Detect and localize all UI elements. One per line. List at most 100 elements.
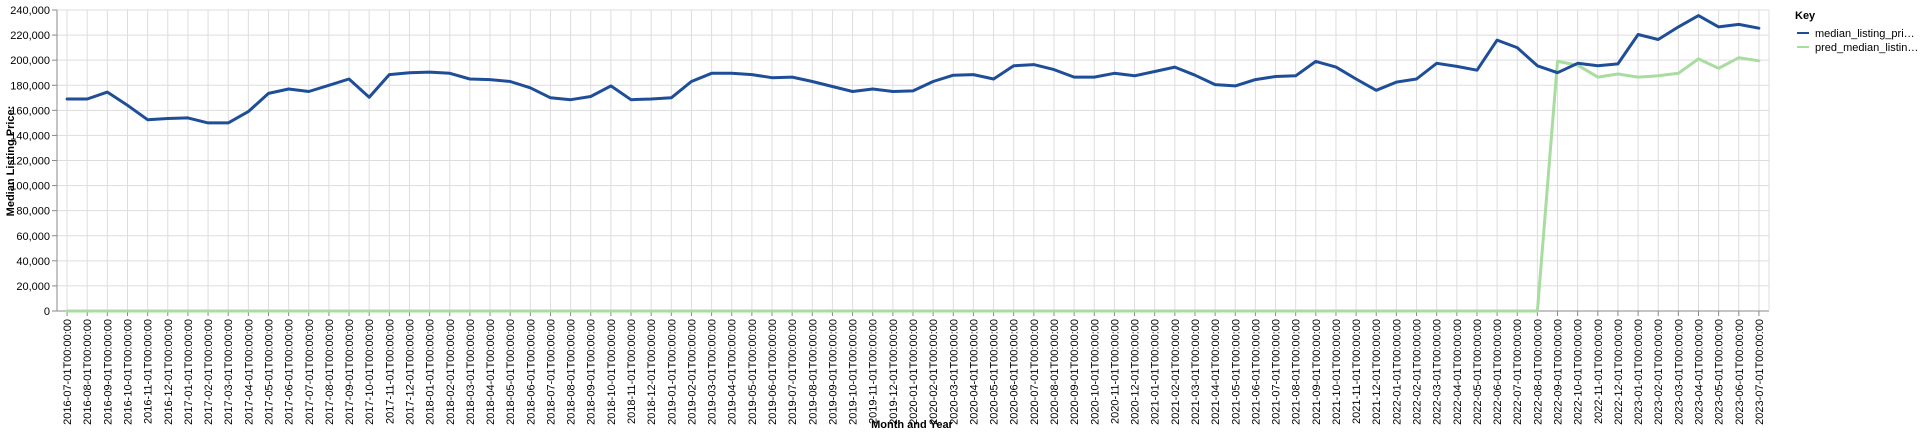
x-tick-label: 2018-02-01T00:00:00 [445,319,457,425]
x-tick-label: 2022-10-01T00:00:00 [1573,319,1585,425]
x-tick-label: 2021-01-01T00:00:00 [1150,319,1162,425]
x-tick-label: 2017-07-01T00:00:00 [304,319,316,425]
x-tick-label: 2021-09-01T00:00:00 [1311,319,1323,425]
series-lines [65,14,1761,313]
x-tick-label: 2020-06-01T00:00:00 [1009,319,1021,425]
x-tick-label: 2021-04-01T00:00:00 [1210,319,1222,425]
legend-title: Key [1795,10,1816,22]
x-tick-label: 2022-05-01T00:00:00 [1472,319,1484,425]
grid-lines [57,9,1769,312]
x-tick-label: 2019-06-01T00:00:00 [767,319,779,425]
x-tick-label: 2018-08-01T00:00:00 [566,319,578,425]
x-tick-label: 2018-09-01T00:00:00 [586,319,598,425]
x-tick-label: 2018-04-01T00:00:00 [485,319,497,425]
y-tick-label: 0 [44,306,50,318]
y-tick-label: 40,000 [16,256,50,268]
y-axis-ticks: 0 20,000 40,000 60,000 80,000 100,000 120,000 1… [10,5,57,318]
x-tick-label: 2017-08-01T00:00:00 [324,319,336,425]
y-tick-label: 240,000 [10,5,50,17]
x-tick-label: 2022-03-01T00:00:00 [1432,319,1444,425]
x-tick-label: 2022-11-01T00:00:00 [1593,319,1605,424]
x-tick-label: 2016-08-01T00:00:00 [82,319,94,425]
y-tick-label: 60,000 [16,231,50,243]
x-tick-label: 2022-04-01T00:00:00 [1452,319,1464,425]
x-tick-label: 2022-12-01T00:00:00 [1613,319,1625,425]
x-tick-label: 2023-02-01T00:00:00 [1653,319,1665,425]
x-tick-label: 2020-02-01T00:00:00 [928,319,940,425]
x-tick-label: 2021-12-01T00:00:00 [1371,319,1383,425]
x-tick-label: 2020-12-01T00:00:00 [1130,319,1142,425]
x-tick-label: 2023-06-01T00:00:00 [1734,319,1746,425]
y-tick-label: 80,000 [16,206,50,218]
legend-label: pred_median_listin… [1815,42,1918,54]
y-tick-label: 160,000 [10,105,50,117]
x-tick-label: 2019-07-01T00:00:00 [787,319,799,425]
x-tick-label: 2018-11-01T00:00:00 [626,319,638,424]
x-tick-label: 2017-03-01T00:00:00 [223,319,235,425]
x-axis-title: Month and Year [871,419,953,431]
x-tick-label: 2021-10-01T00:00:00 [1331,319,1343,425]
y-tick-label: 220,000 [10,30,50,42]
x-tick-label: 2018-01-01T00:00:00 [425,319,437,425]
x-tick-label: 2023-05-01T00:00:00 [1714,319,1726,425]
x-tick-label: 2017-12-01T00:00:00 [404,319,416,425]
x-tick-label: 2018-07-01T00:00:00 [545,319,557,425]
x-tick-label: 2021-06-01T00:00:00 [1250,319,1262,425]
y-tick-label: 100,000 [10,181,50,193]
y-axis-title: Median Listing Price: [5,106,17,217]
x-tick-label: 2020-08-01T00:00:00 [1049,319,1061,425]
y-tick-label: 140,000 [10,130,50,142]
x-tick-label: 2017-01-01T00:00:00 [183,319,195,425]
x-tick-label: 2023-04-01T00:00:00 [1694,319,1706,425]
x-tick-label: 2020-07-01T00:00:00 [1029,319,1041,425]
x-tick-label: 2019-05-01T00:00:00 [747,319,759,425]
x-tick-label: 2022-08-01T00:00:00 [1532,319,1544,425]
x-tick-label: 2018-12-01T00:00:00 [646,319,658,425]
x-tick-label: 2021-03-01T00:00:00 [1190,319,1202,425]
x-tick-label: 2020-01-01T00:00:00 [908,319,920,425]
x-tick-label: 2022-01-01T00:00:00 [1391,319,1403,425]
x-tick-label: 2019-02-01T00:00:00 [686,319,698,425]
x-tick-label: 2018-06-01T00:00:00 [525,319,537,425]
x-tick-label: 2017-09-01T00:00:00 [344,319,356,425]
x-tick-label: 2020-05-01T00:00:00 [989,319,1001,425]
x-tick-label: 2019-08-01T00:00:00 [807,319,819,425]
x-tick-label: 2022-07-01T00:00:00 [1512,319,1524,425]
y-tick-label: 180,000 [10,80,50,92]
y-tick-label: 20,000 [16,281,50,293]
legend-items: median_listing_pri… pred_median_listin… [1797,28,1918,54]
x-tick-label: 2019-11-01T00:00:00 [868,319,880,424]
x-tick-label: 2018-03-01T00:00:00 [465,319,477,425]
legend: Key median_listing_pri… pred_median_listi… [1795,10,1918,54]
x-tick-label: 2018-05-01T00:00:00 [505,319,517,425]
x-tick-label: 2020-10-01T00:00:00 [1089,319,1101,425]
x-tick-label: 2023-03-01T00:00:00 [1673,319,1685,425]
x-tick-label: 2016-09-01T00:00:00 [102,319,114,425]
x-tick-label: 2020-03-01T00:00:00 [948,319,960,425]
y-tick-label: 120,000 [10,156,50,168]
x-tick-label: 2019-01-01T00:00:00 [666,319,678,425]
series-line-2 [65,56,1761,313]
x-tick-label: 2022-09-01T00:00:00 [1553,319,1565,425]
x-tick-label: 2017-05-01T00:00:00 [263,319,275,425]
x-tick-label: 2019-03-01T00:00:00 [707,319,719,425]
x-tick-label: 2020-09-01T00:00:00 [1069,319,1081,425]
x-tick-label: 2017-04-01T00:00:00 [243,319,255,425]
x-tick-label: 2018-10-01T00:00:00 [606,319,618,425]
x-tick-label: 2019-12-01T00:00:00 [888,319,900,425]
x-tick-label: 2016-10-01T00:00:00 [122,319,134,425]
x-tick-label: 2022-02-01T00:00:00 [1412,319,1424,425]
x-tick-label: 2021-07-01T00:00:00 [1271,319,1283,425]
x-tick-label: 2019-09-01T00:00:00 [827,319,839,425]
x-tick-label: 2016-12-01T00:00:00 [163,319,175,425]
x-tick-label: 2017-06-01T00:00:00 [284,319,296,425]
x-tick-label: 2020-04-01T00:00:00 [968,319,980,425]
x-tick-label: 2017-11-01T00:00:00 [384,319,396,424]
x-tick-label: 2021-11-01T00:00:00 [1351,319,1363,424]
x-tick-label: 2023-01-01T00:00:00 [1633,319,1645,425]
x-tick-label: 2023-07-01T00:00:00 [1754,319,1766,425]
x-tick-label: 2019-04-01T00:00:00 [727,319,739,425]
x-tick-label: 2019-10-01T00:00:00 [848,319,860,425]
x-axis-ticks: 2016-07-01T00:00:00 2016-08-01T00:00:00 20… [62,311,1766,425]
